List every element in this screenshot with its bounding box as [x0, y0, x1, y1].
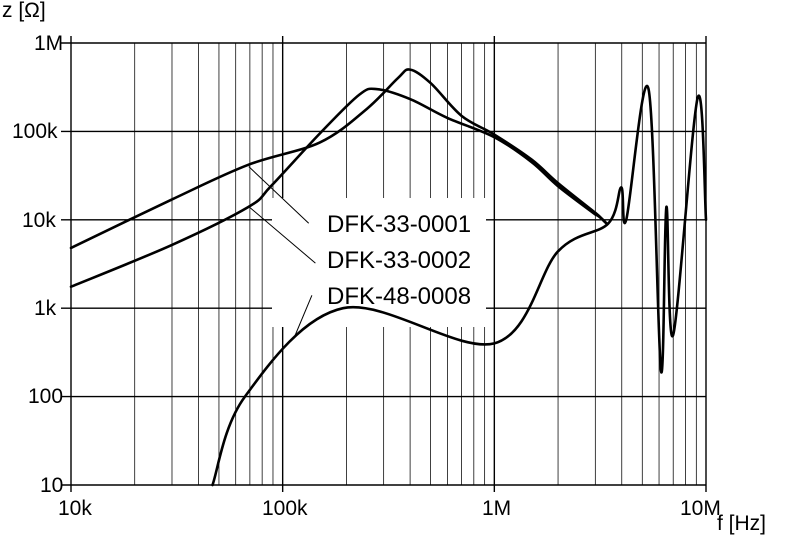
svg-text:f [Hz]: f [Hz]: [717, 512, 766, 535]
svg-text:10M: 10M: [680, 497, 721, 520]
svg-text:100k: 100k: [262, 497, 308, 520]
svg-text:100: 100: [28, 385, 63, 408]
svg-text:DFK-33-0001: DFK-33-0001: [327, 211, 471, 238]
svg-text:1M: 1M: [34, 32, 63, 55]
svg-text:10: 10: [40, 474, 63, 497]
svg-text:z [Ω]: z [Ω]: [2, 0, 46, 22]
svg-text:100k: 100k: [12, 120, 58, 143]
svg-text:1M: 1M: [482, 497, 511, 520]
svg-text:DFK-48-0008: DFK-48-0008: [327, 283, 471, 310]
svg-text:10k: 10k: [58, 497, 92, 520]
svg-text:DFK-33-0002: DFK-33-0002: [327, 247, 471, 274]
svg-text:10k: 10k: [22, 209, 56, 232]
svg-text:1k: 1k: [34, 297, 57, 320]
